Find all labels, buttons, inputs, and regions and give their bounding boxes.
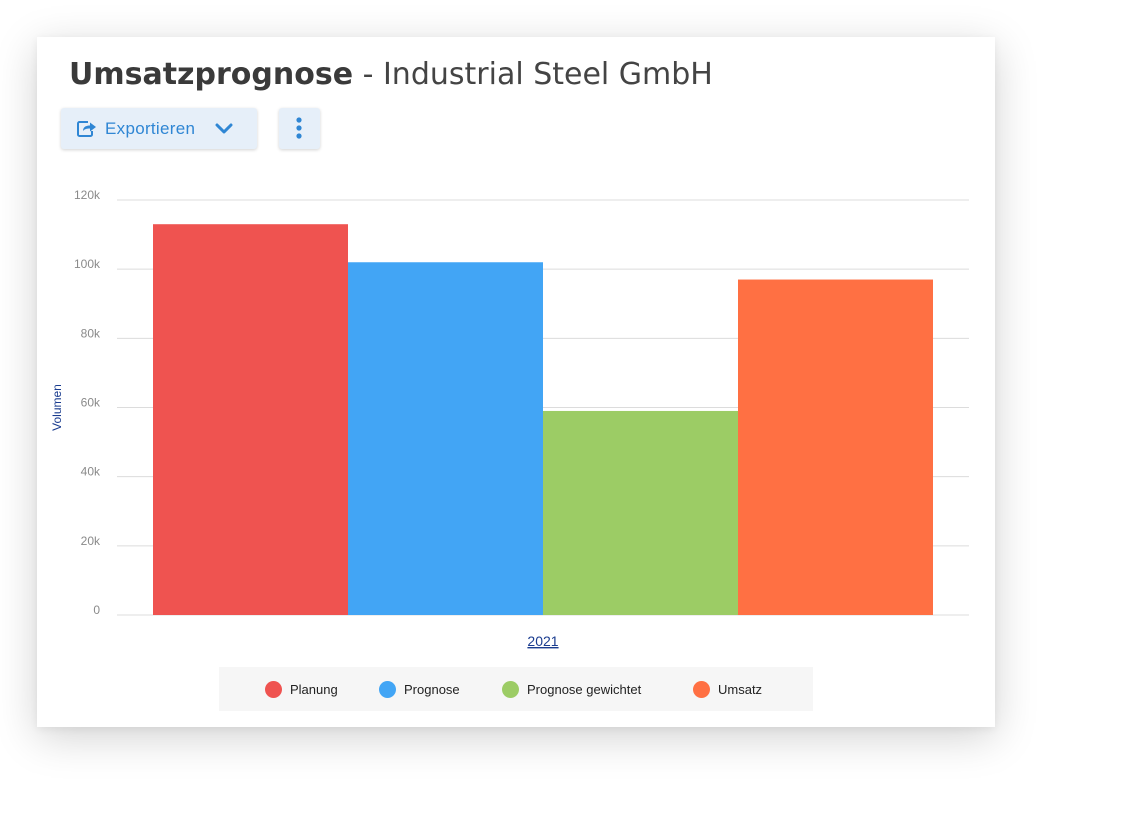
y-tick-label: 20k	[81, 534, 101, 548]
legend-marker	[502, 680, 519, 698]
x-category-label[interactable]: 2021	[527, 633, 558, 649]
legend-label: Umsatz	[718, 681, 763, 697]
export-button-label: Exportieren	[105, 119, 196, 138]
legend-marker	[265, 680, 282, 698]
export-icon	[77, 120, 97, 142]
y-tick-label: 40k	[81, 465, 101, 479]
bar-chart: 0 20k 40k 60k 80k 100k 120k Volumen 2021	[50, 188, 969, 649]
more-options-button[interactable]	[279, 108, 320, 149]
bar-prognose[interactable]	[348, 262, 543, 615]
legend-label: Prognose	[404, 681, 460, 697]
y-tick-label: 120k	[74, 188, 101, 202]
bar-prognose-gewichtet[interactable]	[543, 410, 738, 615]
legend-label: Planung	[290, 681, 338, 697]
legend-item[interactable]: Umsatz	[693, 667, 762, 711]
legend-marker	[693, 680, 710, 698]
chevron-down-icon	[215, 122, 233, 140]
legend-marker	[379, 680, 396, 698]
title-main: Umsatzprognose	[69, 57, 354, 92]
title-company: - Industrial Steel GmbH	[353, 57, 713, 92]
page-title: Umsatzprognose - Industrial Steel GmbH	[69, 57, 713, 92]
legend-label: Prognose gewichtet	[527, 681, 642, 697]
legend-item[interactable]: Prognose gewichtet	[502, 667, 641, 711]
chart-card: Umsatzprognose - Industrial Steel GmbH E…	[37, 37, 995, 727]
bar-planung[interactable]	[153, 224, 348, 616]
export-button[interactable]: Exportieren	[61, 108, 257, 149]
y-tick-label: 60k	[81, 396, 101, 410]
y-tick-label: 0	[93, 603, 100, 617]
legend-item[interactable]: Prognose	[379, 667, 460, 711]
chart-legend: Planung Prognose Prognose gewichtet Umsatz	[219, 667, 813, 711]
bar-umsatz[interactable]	[738, 279, 933, 615]
y-tick-label: 100k	[74, 257, 101, 271]
y-tick-label: 80k	[81, 326, 101, 340]
legend-item[interactable]: Planung	[265, 667, 338, 711]
y-axis-title: Volumen	[50, 384, 64, 431]
